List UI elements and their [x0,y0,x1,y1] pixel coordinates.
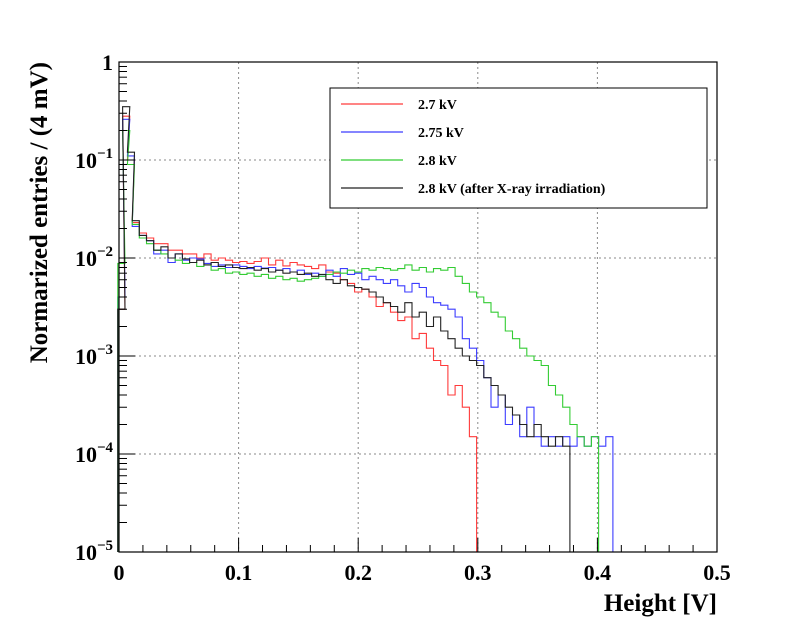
series-line-2 [117,118,621,553]
legend-label: 2.8 kV [418,154,457,169]
axis-ticks [118,61,718,553]
y-tick-label: 10−5 [75,538,113,565]
legend-label: 2.75 kV [418,126,464,141]
y-tick-label: 10−4 [75,440,114,467]
y-tick-label: 1 [102,50,113,75]
x-tick-label: 0.1 [225,560,253,585]
x-tick-label: 0 [114,560,125,585]
series-line-1 [117,115,484,553]
series-layer [117,106,621,553]
y-axis-title: Normarized entries / (4 mV) [26,62,53,363]
x-tick-labels: 0 0.1 0.2 0.3 0.4 0.5 [114,560,731,585]
y-tick-labels: 1 10−1 10−2 10−3 10−4 10−5 [75,50,114,565]
x-tick-label: 0.2 [344,560,372,585]
legend-label: 2.8 kV (after X-ray irradiation) [418,182,606,197]
y-tick-label: 10−2 [75,244,113,271]
legend-label: 2.7 kV [418,98,457,113]
legend: 2.7 kV 2.75 kV 2.8 kV 2.8 kV (after X-ray i… [329,87,708,209]
x-axis-title: Height [V] [604,590,717,617]
plot-frame [118,61,718,553]
y-tick-label: 10−3 [75,342,113,369]
y-tick-label: 10−1 [75,146,113,173]
series-line-4 [117,106,578,553]
x-tick-label: 0.3 [464,560,492,585]
x-tick-label: 0.5 [703,560,731,585]
x-tick-label: 0.4 [584,560,612,585]
